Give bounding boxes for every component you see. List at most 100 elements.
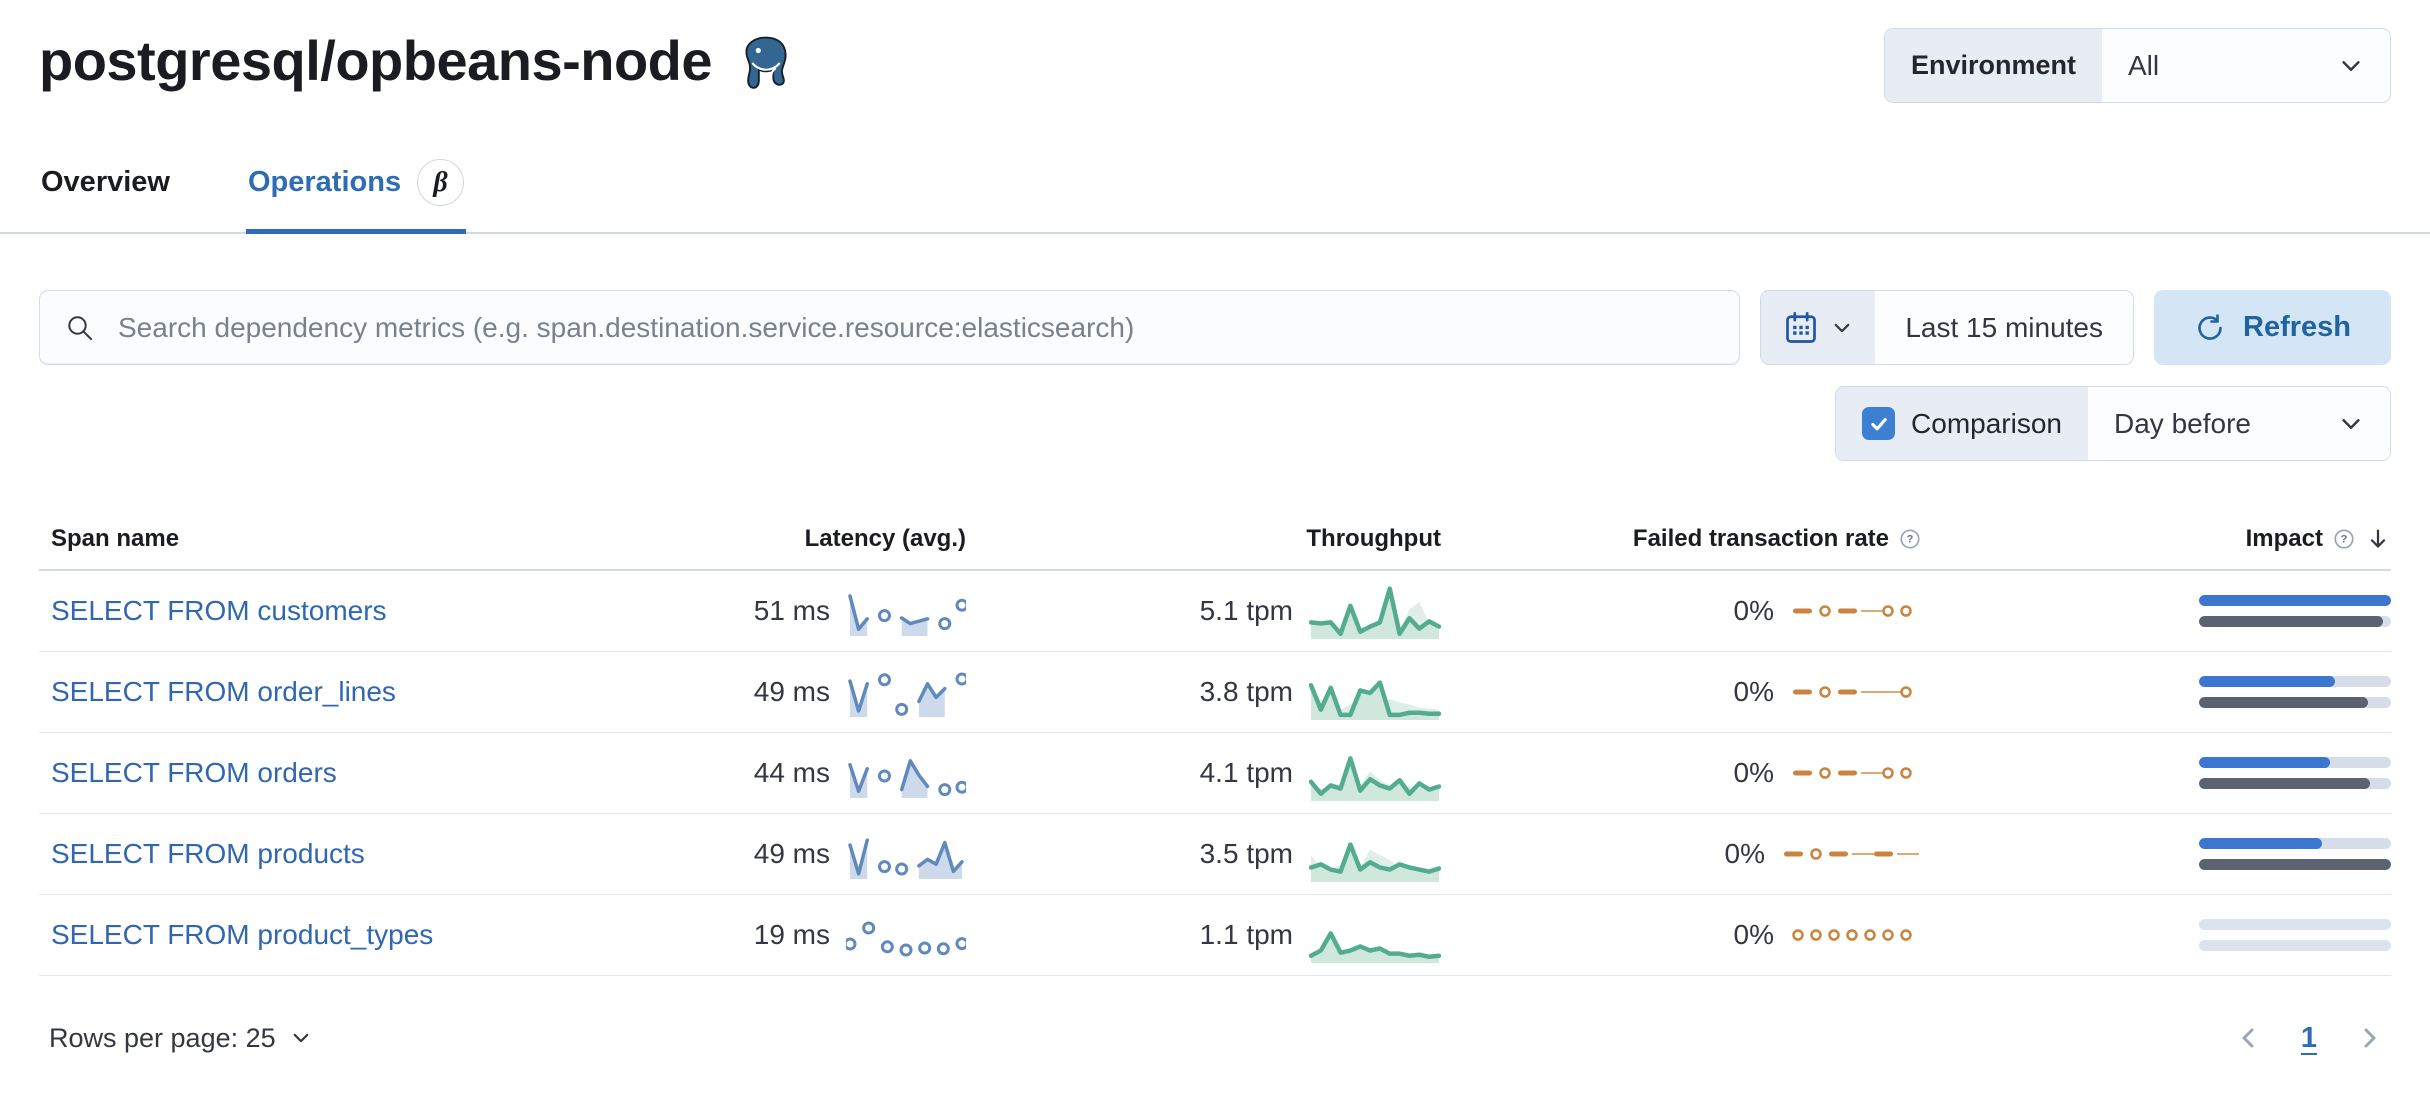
span-name-cell: SELECT FROM order_lines	[51, 676, 536, 708]
latency-cell: 49 ms	[536, 665, 966, 719]
table-row: SELECT FROM product_types 19 ms 1.1 tpm 0%	[39, 895, 2391, 976]
throughput-cell: 4.1 tpm	[966, 743, 1441, 803]
environment-value: All	[2128, 49, 2160, 81]
throughput-sparkline	[1309, 931, 1441, 963]
impact-bar-previous	[2199, 859, 2391, 870]
page-number-1[interactable]: 1	[2300, 1021, 2317, 1054]
impact-bars	[2199, 919, 2391, 951]
impact-bar-previous	[2199, 616, 2391, 627]
impact-bar-current	[2199, 595, 2391, 606]
failed-rate-sparkline	[1793, 605, 1912, 617]
environment-select[interactable]: Environment All	[1883, 28, 2391, 103]
impact-bar-current	[2199, 919, 2391, 930]
comparison-row: Comparison Day before	[39, 386, 2391, 461]
failed-rate-cell: 0%	[1441, 676, 1921, 708]
failed-rate-sparkline	[1792, 929, 1912, 941]
refresh-button[interactable]: Refresh	[2154, 290, 2391, 365]
toolbar: Last 15 minutes Refresh	[39, 290, 2391, 365]
latency-cell: 49 ms	[536, 827, 966, 881]
span-name-cell: SELECT FROM orders	[51, 757, 536, 789]
table-body: SELECT FROM customers 51 ms 5.1 tpm 0% SELEC…	[39, 571, 2391, 976]
comparison-label: Comparison	[1911, 407, 2062, 439]
impact-bar-current	[2199, 838, 2391, 849]
column-header-impact[interactable]: Impact ?	[1921, 525, 2391, 553]
throughput-cell: 5.1 tpm	[966, 581, 1441, 641]
refresh-label: Refresh	[2243, 311, 2351, 343]
failed-rate-sparkline	[1793, 686, 1912, 698]
failed-rate-cell: 0%	[1441, 757, 1921, 789]
failed-rate-cell: 0%	[1441, 919, 1921, 951]
span-link[interactable]: SELECT FROM orders	[51, 757, 337, 788]
throughput-sparkline	[1309, 680, 1441, 720]
column-header-span-name[interactable]: Span name	[51, 525, 536, 553]
failed-rate-value: 0%	[1733, 595, 1774, 626]
impact-bar-previous-fill	[2199, 616, 2384, 627]
tab-operations-label: Operations	[247, 166, 402, 198]
table-row: SELECT FROM order_lines 49 ms 3.8 tpm 0%	[39, 652, 2391, 733]
latency-sparkline	[848, 759, 966, 798]
throughput-value: 4.1 tpm	[1199, 757, 1293, 788]
comparison-select[interactable]: Day before	[2088, 387, 2390, 460]
span-link[interactable]: SELECT FROM products	[51, 838, 365, 869]
chevron-down-icon	[2338, 411, 2364, 437]
next-page-button[interactable]	[2351, 1020, 2387, 1056]
column-header-failed-rate[interactable]: Failed transaction rate ?	[1441, 525, 1921, 553]
comparison-value: Day before	[2114, 407, 2251, 439]
help-icon: ?	[1899, 528, 1921, 550]
failed-rate-value: 0%	[1733, 676, 1774, 707]
impact-bar-previous-fill	[2199, 778, 2370, 789]
impact-bars	[2199, 676, 2391, 708]
impact-bar-current-fill	[2199, 676, 2336, 687]
impact-header-label: Impact	[2245, 525, 2323, 552]
impact-bar-previous-fill	[2199, 697, 2368, 708]
chevron-down-icon	[2338, 53, 2364, 79]
comparison-prepend: Comparison	[1836, 387, 2088, 460]
latency-header-label: Latency (avg.)	[804, 525, 966, 552]
pagination: 1	[2231, 1020, 2387, 1056]
svg-text:?: ?	[2341, 534, 2348, 546]
impact-bar-current-fill	[2199, 757, 2330, 768]
span-link[interactable]: SELECT FROM customers	[51, 595, 387, 626]
failed-rate-sparkline	[1784, 848, 1919, 860]
throughput-value: 1.1 tpm	[1199, 919, 1293, 950]
tab-operations[interactable]: Operations β	[245, 149, 467, 234]
latency-value: 49 ms	[753, 838, 830, 869]
throughput-sparkline	[1309, 842, 1441, 882]
latency-value: 44 ms	[753, 757, 830, 788]
title-wrap: postgresql/opbeans-node	[39, 28, 794, 93]
throughput-sparkline	[1309, 586, 1441, 639]
span-link[interactable]: SELECT FROM product_types	[51, 919, 434, 950]
span-link[interactable]: SELECT FROM order_lines	[51, 676, 396, 707]
environment-label: Environment	[1884, 29, 2102, 102]
table-footer: Rows per page: 25 1	[39, 1020, 2391, 1056]
search-input[interactable]	[116, 310, 1716, 345]
svg-text:?: ?	[1907, 534, 1914, 546]
calendar-icon	[1783, 310, 1819, 346]
impact-bar-previous	[2199, 697, 2391, 708]
impact-cell	[1921, 838, 2391, 870]
latency-value: 19 ms	[753, 919, 830, 950]
chevron-down-icon	[1831, 317, 1853, 339]
tab-overview[interactable]: Overview	[39, 149, 172, 232]
time-range-button[interactable]: Last 15 minutes	[1875, 291, 2133, 364]
date-picker-quick-menu[interactable]	[1761, 291, 1876, 364]
previous-page-button[interactable]	[2231, 1020, 2267, 1056]
impact-bar-current	[2199, 757, 2391, 768]
impact-cell	[1921, 595, 2391, 627]
column-header-latency[interactable]: Latency (avg.)	[536, 525, 966, 553]
latency-cell: 51 ms	[536, 584, 966, 638]
comparison-checkbox[interactable]	[1862, 407, 1896, 440]
help-icon: ?	[2333, 528, 2355, 550]
environment-value-box[interactable]: All	[2102, 29, 2390, 102]
search-box	[39, 290, 1741, 365]
rows-per-page-label: Rows per page: 25	[49, 1022, 276, 1053]
tab-overview-label: Overview	[41, 166, 170, 198]
throughput-header-label: Throughput	[1306, 525, 1441, 552]
throughput-cell: 3.5 tpm	[966, 824, 1441, 884]
table-row: SELECT FROM orders 44 ms 4.1 tpm 0%	[39, 733, 2391, 814]
failed-rate-value: 0%	[1724, 838, 1765, 869]
rows-per-page-button[interactable]: Rows per page: 25	[43, 1022, 318, 1055]
column-header-throughput[interactable]: Throughput	[966, 525, 1441, 553]
throughput-cell: 1.1 tpm	[966, 905, 1441, 965]
table-row: SELECT FROM customers 51 ms 5.1 tpm 0%	[39, 571, 2391, 652]
